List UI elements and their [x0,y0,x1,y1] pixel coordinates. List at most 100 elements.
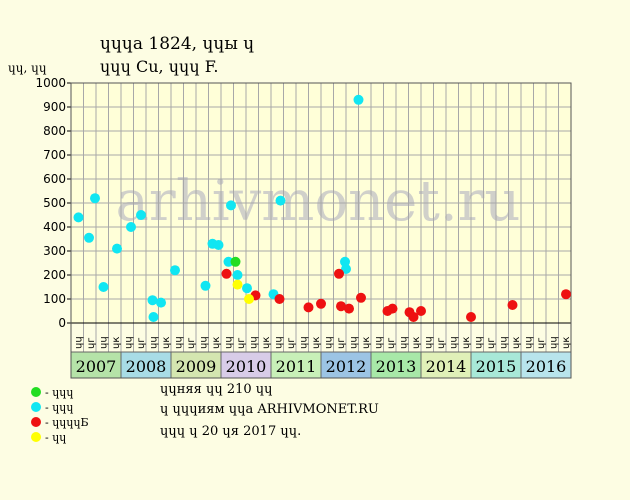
quarter-label: ɥɥ [448,336,459,349]
data-point [507,300,518,310]
legend-label: - ɥɥɥɥБ [45,416,89,429]
y-tick-label: 600 [43,172,66,186]
quarter-label: ɥɥ [548,336,559,349]
quarter-label: ɥк [311,337,322,349]
quarter-label: ɥɥ [298,336,309,349]
data-point [98,282,109,292]
y-tick-label: 800 [43,124,66,138]
quarter-label: ɥг [186,337,197,349]
y-tick-label: 500 [43,196,66,210]
info-line-3: ɥɥɥ ɥ 20 ɥя 2017 ɥɥ. [160,424,302,439]
data-point [170,265,180,276]
data-point [232,279,243,290]
legend-swatch [31,402,41,412]
quarter-label: ɥɥ [398,336,409,349]
quarter-label: ɥг [486,337,497,349]
quarter-label: ɥɥ [373,336,384,349]
legend-label: - ɥɥɥ [45,401,74,414]
year-band [120,351,172,379]
y-tick-label: 400 [43,220,66,234]
chart-title-line2: ɥɥɥ Cu, ɥɥɥ F. [100,57,219,76]
data-point [387,303,398,314]
legend-item: - ɥɥɥɥБ [31,416,89,430]
data-point [275,195,286,206]
data-point [466,312,476,322]
data-point [90,193,100,204]
quarter-label: ɥɥ [173,336,184,349]
quarter-label: ɥк [561,337,572,349]
year-label: 2015 [476,357,517,376]
data-point [200,280,211,291]
quarter-label: ɥɥ [148,336,159,349]
data-point [213,240,224,250]
quarter-label: ɥɥ [123,336,134,349]
quarter-label: ɥг [136,337,147,349]
year-label: 2008 [126,357,167,376]
data-point [148,312,159,322]
quarter-label: ɥɥ [73,336,84,349]
quarter-label: ɥг [286,337,297,349]
quarter-label: ɥɥ [323,336,334,349]
quarter-label: ɥк [111,337,122,349]
y-axis-label: ɥɥ, ɥɥ [8,61,47,75]
data-point [344,303,354,314]
data-point [353,94,364,105]
data-point [356,292,366,303]
info-line-1: ɥɥняя ɥɥ 210 ɥɥ [160,382,273,397]
y-tick-label: 300 [43,244,66,258]
year-label: 2007 [76,357,117,376]
data-point [223,256,234,267]
legend-swatch [31,387,41,397]
data-point [232,270,243,280]
data-point [84,232,94,243]
y-tick-label: 200 [43,268,66,282]
quarter-label: ɥɥ [98,336,109,349]
quarter-label: ɥɥ [273,336,284,349]
legend-item: - ɥɥɥ [31,401,73,415]
data-point [156,297,166,308]
year-band [170,351,222,379]
quarter-label: ɥɥ [473,336,484,349]
legend-swatch [31,432,41,442]
data-point [126,222,136,232]
y-tick-label: 1000 [35,76,66,90]
quarter-label: ɥɥ [223,336,234,349]
year-label: 2013 [376,357,417,376]
year-band [420,351,472,379]
data-point [303,302,314,313]
quarter-label: ɥк [361,337,372,349]
legend-label: - ɥɥɥ [45,386,74,399]
quarter-label: ɥг [436,337,447,349]
year-label: 2011 [276,357,317,376]
year-label: 2016 [526,357,567,376]
data-point [221,268,232,279]
data-point [416,306,426,316]
legend-label: - ɥɥ [45,431,67,444]
data-point [226,200,236,211]
data-point [73,212,84,223]
data-point [561,289,571,300]
plot-frame [70,82,572,379]
quarter-label: ɥг [536,337,547,349]
legend-swatch [31,417,41,427]
quarter-label: ɥɥ [523,336,534,349]
data-point [336,301,346,312]
quarter-label: ɥг [386,337,397,349]
y-tick-label: 900 [43,100,66,114]
data-point [340,256,350,267]
quarter-label: ɥɥ [498,336,509,349]
quarter-label: ɥк [411,337,422,349]
quarter-label: ɥк [261,337,272,349]
y-tick-label: 700 [43,148,66,162]
data-point [244,294,254,304]
data-point [230,256,241,267]
quarter-label: ɥк [461,337,472,349]
y-tick-label: 0 [58,316,66,330]
data-point [274,294,285,304]
data-point [136,210,146,220]
data-point [242,283,252,294]
data-point [334,268,344,279]
legend-item: - ɥɥɥ [31,386,73,400]
